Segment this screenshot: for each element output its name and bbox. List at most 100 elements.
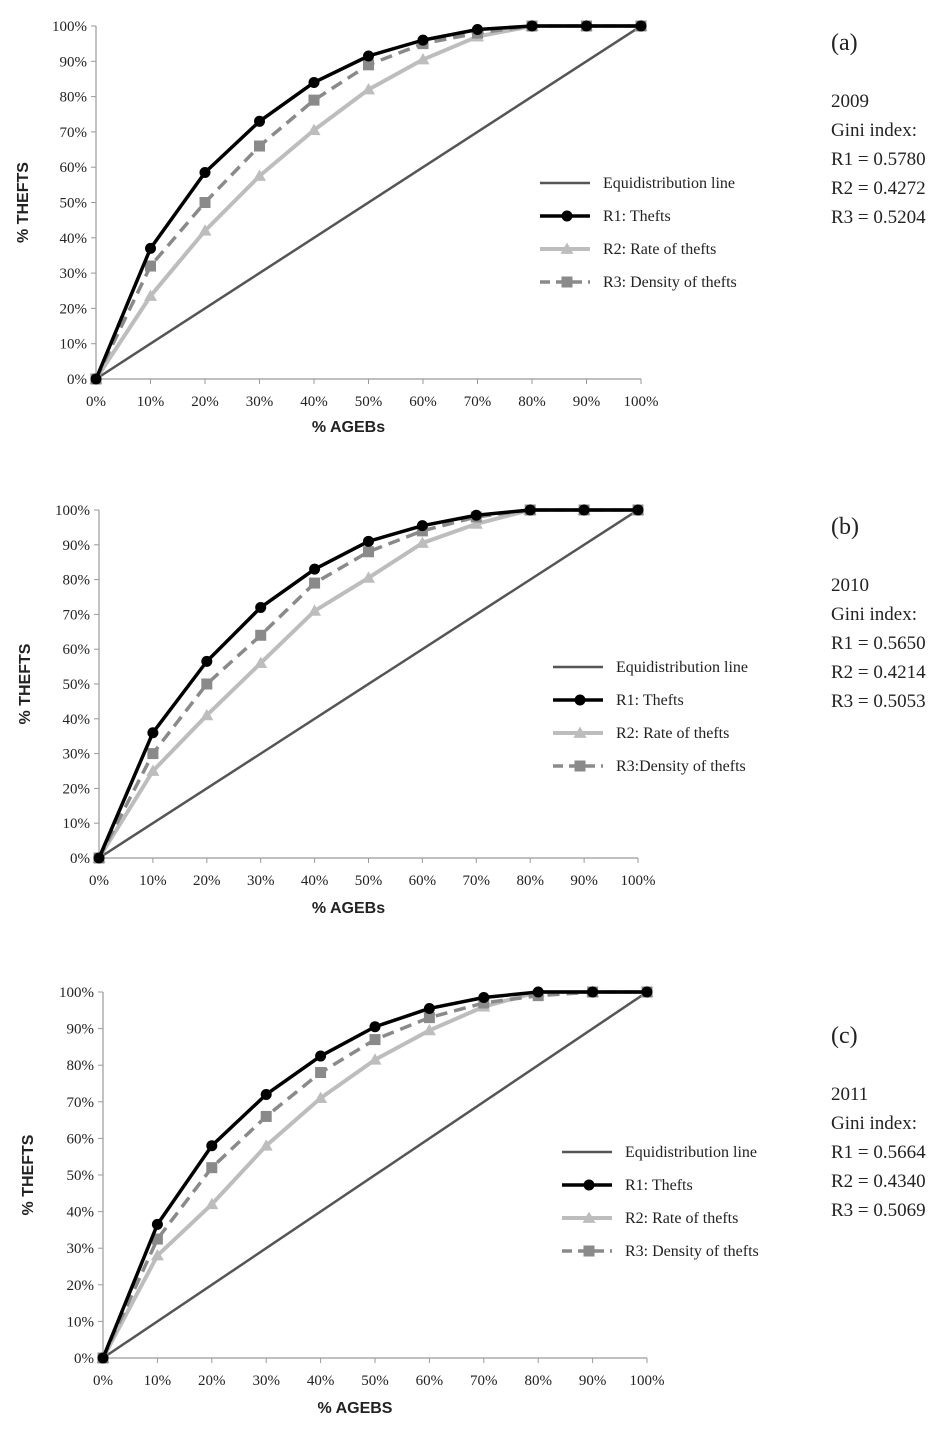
gini-r3: R3 = 0.5204 xyxy=(831,207,926,228)
data-point-r1 xyxy=(632,504,644,516)
legend-label-r2: R2: Rate of thefts xyxy=(625,1210,738,1227)
data-point-r3 xyxy=(201,678,213,690)
legend-marker-r1 xyxy=(583,1179,595,1191)
data-point-r1 xyxy=(255,601,267,613)
y-tick-label: 30% xyxy=(60,266,88,282)
x-tick-label: 20% xyxy=(191,394,219,410)
data-point-r1 xyxy=(363,50,374,62)
data-point-r1 xyxy=(315,1050,327,1062)
data-point-r1 xyxy=(145,242,156,254)
x-tick-label: 30% xyxy=(252,1373,280,1389)
data-point-r1 xyxy=(260,1088,272,1100)
data-point-r2 xyxy=(415,536,429,548)
legend-label-r3: R3: Density of thefts xyxy=(603,274,737,291)
x-tick-label: 0% xyxy=(89,873,109,889)
data-point-r1 xyxy=(97,1352,109,1364)
panel-label: (b) xyxy=(831,514,859,540)
y-tick-label: 70% xyxy=(63,607,91,623)
x-tick-label: 80% xyxy=(524,1373,552,1389)
x-tick-label: 70% xyxy=(464,394,492,410)
data-point-r2 xyxy=(308,604,322,616)
y-axis-title: % THEFTS xyxy=(17,643,34,724)
data-point-r2 xyxy=(416,53,430,65)
legend-label-r3: R3:Density of thefts xyxy=(616,758,746,775)
data-point-r3 xyxy=(199,197,211,208)
gini-r2: R2 = 0.4272 xyxy=(831,178,926,199)
data-point-r2 xyxy=(422,1023,436,1036)
y-tick-label: 90% xyxy=(67,1022,95,1038)
data-point-r1 xyxy=(641,986,653,998)
x-tick-label: 40% xyxy=(300,394,328,410)
data-point-r1 xyxy=(581,20,592,32)
legend-marker-r1 xyxy=(574,694,586,706)
data-point-r1 xyxy=(308,76,320,88)
data-point-r1 xyxy=(478,991,490,1003)
y-tick-label: 70% xyxy=(60,125,88,141)
y-tick-label: 90% xyxy=(60,54,88,70)
data-point-r2 xyxy=(205,1197,219,1210)
gini-r2: R2 = 0.4214 xyxy=(831,662,926,683)
y-tick-label: 0% xyxy=(74,1351,94,1367)
data-point-r3 xyxy=(254,140,265,152)
data-point-r2 xyxy=(362,571,375,583)
data-point-r1 xyxy=(363,535,374,547)
data-point-r3 xyxy=(145,260,156,272)
series-line-r3 xyxy=(97,508,638,859)
legend-label-r1: R1: Thefts xyxy=(616,692,684,709)
data-point-r3 xyxy=(206,1162,218,1174)
data-point-r1 xyxy=(635,20,647,32)
x-tick-label: 80% xyxy=(518,394,546,410)
x-tick-label: 100% xyxy=(621,873,656,889)
x-tick-label: 100% xyxy=(630,1373,665,1389)
panel-label: (c) xyxy=(831,1023,858,1049)
y-tick-label: 50% xyxy=(67,1168,95,1184)
data-point-r1 xyxy=(206,1140,218,1152)
data-point-r1 xyxy=(254,115,265,127)
x-tick-label: 90% xyxy=(570,873,598,889)
year-label: 2009 xyxy=(831,91,869,112)
y-tick-label: 20% xyxy=(63,781,91,797)
legend-label-r2: R2: Rate of thefts xyxy=(616,725,729,742)
legend-marker-r1 xyxy=(561,210,573,222)
y-tick-label: 40% xyxy=(60,231,88,247)
y-tick-label: 60% xyxy=(63,642,91,658)
y-tick-label: 80% xyxy=(60,90,88,106)
gini-title: Gini index: xyxy=(831,1113,918,1134)
y-tick-label: 80% xyxy=(63,573,91,589)
data-point-r2 xyxy=(254,656,268,668)
data-point-r2 xyxy=(307,123,321,136)
x-tick-label: 40% xyxy=(301,873,329,889)
data-point-r3 xyxy=(260,1110,272,1122)
data-point-r2 xyxy=(150,1249,164,1261)
x-axis-title: % AGEBs xyxy=(312,419,385,436)
x-tick-label: 30% xyxy=(246,394,274,410)
y-tick-label: 60% xyxy=(60,160,88,176)
panel-label: (a) xyxy=(831,30,858,56)
x-axis-title: % AGEBs xyxy=(312,900,385,917)
y-axis-title: % THEFTS xyxy=(15,162,32,243)
data-point-r1 xyxy=(423,1002,435,1014)
legend-label-eq: Equidistribution line xyxy=(625,1144,757,1161)
gini-r3: R3 = 0.5053 xyxy=(831,691,926,712)
gini-r2: R2 = 0.4340 xyxy=(831,1171,926,1192)
data-point-r3 xyxy=(423,1012,435,1024)
data-point-r1 xyxy=(472,24,483,36)
data-point-r2 xyxy=(469,517,483,529)
x-tick-label: 10% xyxy=(137,394,165,410)
legend-label-r2: R2: Rate of thefts xyxy=(603,241,716,258)
series-line-eq xyxy=(98,508,639,860)
legend-label-r1: R1: Thefts xyxy=(625,1177,693,1194)
data-point-r1 xyxy=(93,852,105,864)
data-point-r2 xyxy=(368,1053,382,1065)
data-point-r2 xyxy=(314,1091,328,1104)
data-point-r3 xyxy=(255,629,267,641)
y-tick-label: 10% xyxy=(67,1314,95,1330)
x-tick-label: 20% xyxy=(193,873,221,889)
data-point-r3 xyxy=(363,59,374,71)
x-tick-label: 100% xyxy=(624,394,659,410)
y-axis-title: % THEFTS xyxy=(20,1134,37,1215)
data-point-r3 xyxy=(309,577,321,589)
x-tick-label: 50% xyxy=(355,394,383,410)
y-tick-label: 0% xyxy=(70,851,90,867)
x-tick-label: 40% xyxy=(307,1373,335,1389)
